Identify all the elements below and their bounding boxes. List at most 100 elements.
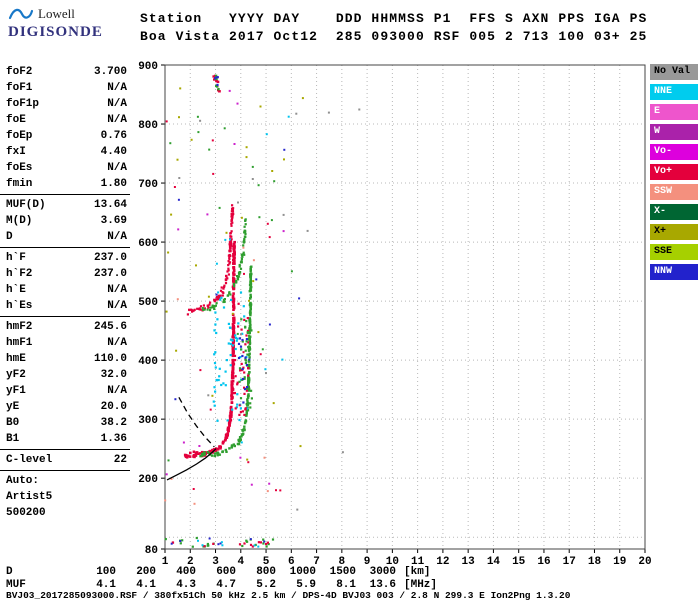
param-row-c-level: C-level 22 xyxy=(0,452,130,468)
param-label: yE xyxy=(6,401,20,413)
svg-text:900: 900 xyxy=(138,61,158,73)
param-value: 13.64 xyxy=(93,199,127,211)
param-row-m-d-: M(D) 3.69 xyxy=(0,213,130,229)
svg-text:700: 700 xyxy=(138,179,158,191)
svg-text:17: 17 xyxy=(563,556,576,568)
legend-item-x-: X- xyxy=(650,204,698,220)
direction-legend: No Val NNE E W Vo- Vo+ SSW X- X+ SSE NNW xyxy=(650,64,698,284)
param-value: N/A xyxy=(107,337,127,349)
param-value: 0.76 xyxy=(100,130,127,142)
svg-text:6: 6 xyxy=(288,556,295,568)
param-value: 237.0 xyxy=(93,252,127,264)
param-value: N/A xyxy=(107,114,127,126)
svg-text:4: 4 xyxy=(237,556,244,568)
svg-text:11: 11 xyxy=(411,556,425,568)
muf-label: MUF xyxy=(6,579,26,591)
distance-value: 3000 xyxy=(369,566,396,578)
legend-item-no-val: No Val xyxy=(650,64,698,80)
status-line: BVJ03_2017285093000.RSF / 380fx51Ch 50 k… xyxy=(6,590,571,600)
legend-item-w: W xyxy=(650,124,698,140)
param-value: 1.36 xyxy=(100,433,127,445)
param-row-b1: B1 1.36 xyxy=(0,431,130,447)
svg-text:8: 8 xyxy=(339,556,346,568)
muf-value: 8.1 xyxy=(336,579,356,591)
param-row-b0: B0 38.2 xyxy=(0,415,130,431)
param-label: foF1 xyxy=(6,82,33,94)
distance-value: 600 xyxy=(216,566,236,578)
param-label: 500200 xyxy=(6,507,46,519)
legend-item-e: E xyxy=(650,104,698,120)
legend-item-sse: SSE xyxy=(650,244,698,260)
param-label: hmF1 xyxy=(6,337,33,349)
muf-row: MUF 4.1 4.1 4.3 4.7 5.2 5.9 8.1 13.6 [MHz] xyxy=(6,579,437,591)
svg-text:300: 300 xyxy=(138,415,158,427)
param-value: 245.6 xyxy=(93,321,127,333)
param-value: N/A xyxy=(107,98,127,110)
logo-top: Lowell xyxy=(8,5,126,23)
svg-text:20: 20 xyxy=(638,556,651,568)
legend-item-vo-: Vo+ xyxy=(650,164,698,180)
param-row-ye: yE 20.0 xyxy=(0,399,130,415)
distance-row: D 100 200 400 600 800 1000 1500 3000 [km] xyxy=(6,566,430,578)
param-value: N/A xyxy=(107,385,127,397)
header-field-values: Boa Vista 2017 Oct12 285 093000 RSF 005 … xyxy=(140,29,648,44)
param-label: fmin xyxy=(6,178,33,190)
param-value: 237.0 xyxy=(93,268,127,280)
station-header: Station YYYY DAY DDD HHMMSS P1 FFS S AXN… xyxy=(140,10,647,46)
svg-text:80: 80 xyxy=(145,545,158,557)
param-row-d: D N/A xyxy=(0,229,130,245)
parameter-panel: foF2 3.700 foF1 N/A foF1p N/A foE N/A foEp 0.76 fx… xyxy=(0,62,130,523)
muf-value: 4.1 xyxy=(96,579,116,591)
param-value: 3.700 xyxy=(93,66,127,78)
param-row-fof2: foF2 3.700 xyxy=(0,64,130,80)
svg-text:5: 5 xyxy=(263,556,270,568)
svg-text:16: 16 xyxy=(537,556,550,568)
param-row-yf1: yF1 N/A xyxy=(0,383,130,399)
svg-text:19: 19 xyxy=(613,556,626,568)
muf-value: 4.7 xyxy=(216,579,236,591)
param-label: D xyxy=(6,231,13,243)
legend-item-ssw: SSW xyxy=(650,184,698,200)
svg-text:200: 200 xyxy=(138,474,158,486)
param-label: hmE xyxy=(6,353,26,365)
param-row-h-f: h`F 237.0 xyxy=(0,250,130,266)
param-group-3: hmF2 245.6 hmF1 N/A hmE 110.0 yF2 32.0 yF1 N/A yE 2… xyxy=(0,316,130,449)
logo-wave-icon xyxy=(8,8,34,20)
param-value: N/A xyxy=(107,162,127,174)
svg-text:13: 13 xyxy=(462,556,476,568)
param-row-hme: hmE 110.0 xyxy=(0,351,130,367)
ionogram-chart: 1 2 3 4 5 6 7 8 9 10 11 12 13 14 15 16 17 18 19 20802003004… xyxy=(138,61,651,568)
param-row-fmin: fmin 1.80 xyxy=(0,176,130,192)
param-group-4: C-level 22 xyxy=(0,449,130,470)
muf-value: 13.6 xyxy=(369,579,396,591)
distance-value: 100 xyxy=(96,566,116,578)
param-label: B0 xyxy=(6,417,20,429)
svg-text:400: 400 xyxy=(138,356,158,368)
param-group-0: foF2 3.700 foF1 N/A foF1p N/A foE N/A foEp 0.76 fx… xyxy=(0,62,130,194)
param-label: yF2 xyxy=(6,369,26,381)
distance-value: 1000 xyxy=(289,566,316,578)
param-row-hmf2: hmF2 245.6 xyxy=(0,319,130,335)
legend-item-nnw: NNW xyxy=(650,264,698,280)
param-label: hmF2 xyxy=(6,321,33,333)
distance-label: D xyxy=(6,566,13,578)
svg-text:7: 7 xyxy=(313,556,320,568)
param-row-500200: 500200 xyxy=(0,505,130,521)
logo-digisonde-text: DIGISONDE xyxy=(8,24,103,40)
param-label: Auto: xyxy=(6,475,40,487)
param-value: 20.0 xyxy=(100,401,127,413)
svg-text:1: 1 xyxy=(162,556,169,568)
muf-value: 5.2 xyxy=(256,579,276,591)
param-label: h`F xyxy=(6,252,26,264)
param-label: foF2 xyxy=(6,66,33,78)
param-row-artist5: Artist5 xyxy=(0,489,130,505)
param-value: 4.40 xyxy=(100,146,127,158)
param-label: h`Es xyxy=(6,300,33,312)
artist-profile-dashed xyxy=(178,396,215,448)
param-label: h`F2 xyxy=(6,268,33,280)
logo: Lowell DIGISONDE xyxy=(8,5,126,41)
param-label: B1 xyxy=(6,433,20,445)
param-group-2: h`F 237.0 h`F2 237.0 h`E N/A h`Es N/A xyxy=(0,247,130,316)
svg-text:18: 18 xyxy=(588,556,602,568)
param-row-foe: foE N/A xyxy=(0,112,130,128)
